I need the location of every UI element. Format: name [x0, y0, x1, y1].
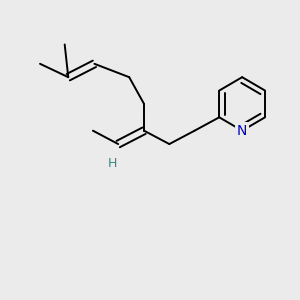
Text: H: H: [108, 157, 117, 170]
Text: N: N: [237, 124, 247, 138]
